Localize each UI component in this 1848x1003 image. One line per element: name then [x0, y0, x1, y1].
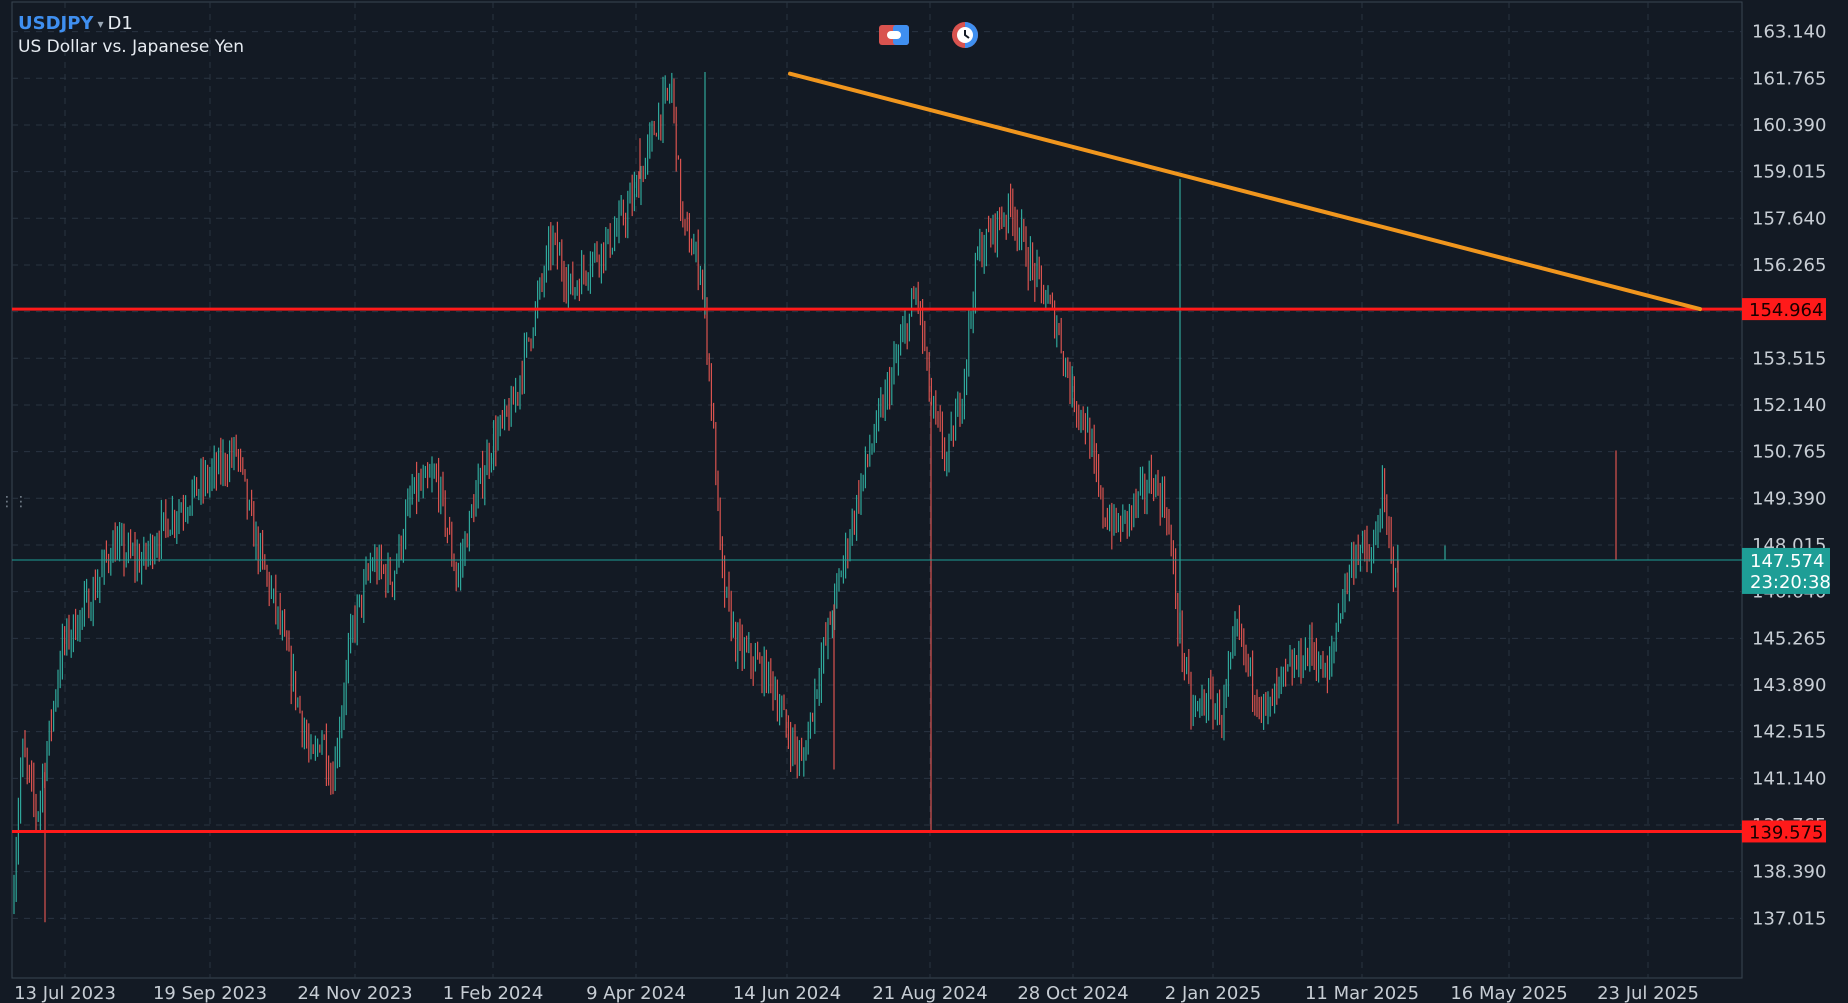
- date-tick-label: 1 Feb 2024: [443, 983, 544, 1003]
- descending-trendline[interactable]: [788, 71, 1702, 312]
- timeframe-label[interactable]: D1: [107, 13, 133, 34]
- price-tick-label: 150.765: [1752, 442, 1826, 463]
- horizontal-level-label: 154.964: [1749, 300, 1823, 321]
- horizontal-level-badge: [1742, 298, 1826, 321]
- current-price-value: 147.574: [1750, 551, 1824, 572]
- price-tick-label: 159.015: [1752, 162, 1826, 183]
- symbol-row: USDJPY ▾ D1: [18, 12, 244, 36]
- price-tick-label: 145.265: [1752, 628, 1826, 649]
- price-tick-label: 157.640: [1752, 208, 1826, 229]
- plot-frame: [11, 1, 1743, 979]
- price-tick-label: 149.390: [1752, 488, 1826, 509]
- date-tick-label: 23 Jul 2025: [1597, 983, 1699, 1003]
- price-tick-label: 138.390: [1752, 862, 1826, 883]
- price-tick-label: 156.265: [1752, 255, 1826, 276]
- panel-resize-handle[interactable]: ⋮⋮: [0, 494, 28, 510]
- date-tick-label: 13 Jul 2023: [14, 983, 116, 1003]
- price-tick-label: 141.140: [1752, 768, 1826, 789]
- price-tick-label: 161.765: [1752, 68, 1826, 89]
- symbol-description: US Dollar vs. Japanese Yen: [18, 37, 245, 57]
- price-tick-label: 160.390: [1752, 115, 1826, 136]
- date-tick-label: 16 May 2025: [1450, 983, 1567, 1003]
- bar-countdown-timer: 23:20:38: [1750, 572, 1831, 593]
- date-tick-label: 14 Jun 2024: [733, 983, 841, 1003]
- current-price-badge: [1742, 547, 1830, 594]
- price-tick-label: 153.515: [1752, 348, 1826, 369]
- date-tick-label: 24 Nov 2023: [297, 983, 412, 1003]
- one-click-trading-icon[interactable]: [877, 20, 911, 50]
- trade-history-clock-icon[interactable]: [948, 20, 982, 50]
- date-tick-label: 9 Apr 2024: [586, 983, 686, 1003]
- chevron-down-icon[interactable]: ▾: [97, 17, 104, 31]
- price-tick-label: 163.140: [1752, 22, 1826, 43]
- symbol-selector[interactable]: USDJPY: [18, 13, 94, 34]
- symbol-header: USDJPY ▾ D1 US Dollar vs. Japanese Yen: [18, 12, 244, 58]
- price-tick-label: 152.140: [1752, 395, 1826, 416]
- date-tick-label: 2 Jan 2025: [1165, 983, 1261, 1003]
- price-tick-label: 137.015: [1752, 908, 1826, 929]
- price-tick-label: 142.515: [1752, 722, 1826, 743]
- horizontal-level-label: 139.575: [1749, 822, 1823, 843]
- price-tick-label: 143.890: [1752, 675, 1826, 696]
- horizontal-level-badge: [1742, 820, 1826, 843]
- date-tick-label: 11 Mar 2025: [1305, 983, 1419, 1003]
- date-tick-label: 21 Aug 2024: [872, 983, 987, 1003]
- date-tick-label: 28 Oct 2024: [1017, 983, 1128, 1003]
- date-tick-label: 19 Sep 2023: [153, 983, 267, 1003]
